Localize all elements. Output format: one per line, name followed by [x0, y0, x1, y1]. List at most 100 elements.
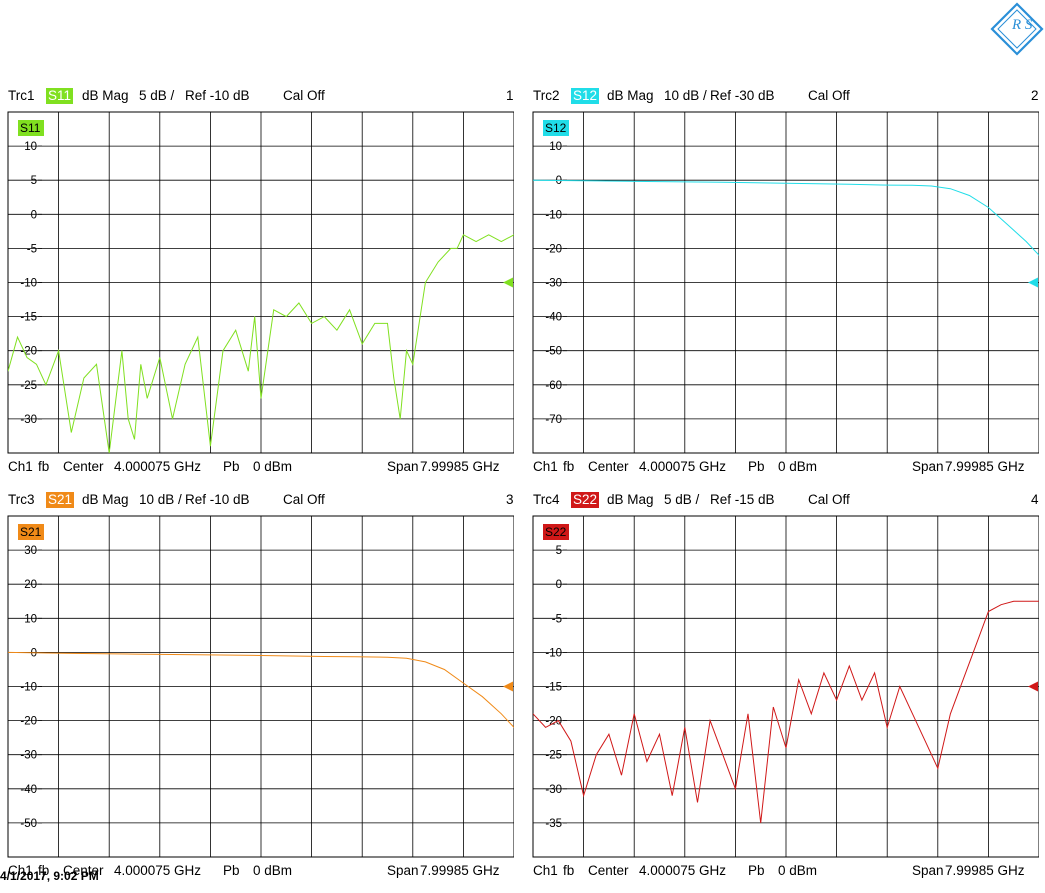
trace-name: Trc3	[8, 492, 35, 507]
trace-cal: Cal Off	[808, 88, 850, 103]
logo-letters: R S	[1011, 17, 1033, 33]
ref-level-marker	[503, 277, 513, 288]
channel-name: Ch1	[533, 459, 558, 474]
rohde-schwarz-logo: R S	[990, 2, 1044, 56]
trace-label-text: S11	[20, 121, 41, 135]
channel-footer: Ch1 fb Center 4.000075 GHz Pb 0 dBm Span 7.9998…	[525, 862, 1039, 880]
y-tick-label: 5	[556, 545, 562, 557]
trace-diagram[interactable]: 30 20 10 0 -10 -20 -30 -40 -50 S21	[0, 490, 514, 862]
y-tick-label: -10	[545, 209, 562, 221]
span-value: 7.99985 GHz	[945, 459, 1025, 474]
center-value: 4.000075 GHz	[114, 459, 202, 474]
power-value: 0 dBm	[253, 863, 293, 878]
center-value: 4.000075 GHz	[639, 863, 727, 878]
trace-label-bg	[543, 524, 569, 540]
trace-panel-1[interactable]: Trc1 S11 dB Mag 5 dB / Ref -10 dB Cal Off 1 10 5…	[0, 86, 514, 478]
y-tick-label: -40	[545, 312, 562, 324]
ref-level-marker	[1028, 681, 1038, 692]
trace-number: 3	[506, 492, 514, 507]
trace-header: Trc1 S11 dB Mag 5 dB / Ref -10 dB Cal Off 1	[0, 86, 514, 106]
y-tick-label: -20	[20, 346, 37, 358]
y-tick-label: 5	[31, 175, 37, 187]
center-label: Center	[63, 459, 104, 474]
trace-panel-2[interactable]: Trc2 S12 dB Mag 10 dB / Ref -30 dB Cal Off 2 10…	[525, 86, 1039, 478]
trace-label-box: S21	[18, 524, 44, 540]
y-tick-label: -50	[545, 346, 562, 358]
y-tick-label: -35	[545, 818, 562, 830]
y-tick-label: -10	[20, 682, 37, 694]
trace-scale: 10 dB /	[664, 88, 707, 103]
trace-scale: 5 dB /	[139, 88, 175, 103]
sweep-mode: fb	[563, 863, 575, 878]
trace-panel-3[interactable]: Trc3 S21 dB Mag 10 dB / Ref -10 dB Cal Off 3 30…	[0, 490, 514, 882]
y-tick-label: 10	[549, 141, 562, 153]
y-tick-label: -20	[545, 243, 562, 255]
y-tick-label: -30	[20, 750, 37, 762]
center-label: Center	[588, 863, 629, 878]
center-label: Center	[588, 459, 629, 474]
trace-diagram[interactable]: 5 0 -5 -10 -15 -20 -25 -30 -35 S22	[525, 490, 1039, 862]
trace-param-tag[interactable]: S22	[571, 492, 600, 508]
trace-line-S21	[8, 651, 514, 728]
span-label: Span	[912, 863, 944, 878]
trace-scale: 10 dB /	[139, 492, 182, 507]
trace-label-box: S12	[543, 120, 569, 136]
sweep-mode: fb	[563, 459, 575, 474]
y-tick-label: -20	[20, 716, 37, 728]
trace-cal: Cal Off	[283, 492, 325, 507]
center-value: 4.000075 GHz	[639, 459, 727, 474]
ref-level-marker	[1028, 277, 1038, 288]
timestamp: 4/1/2017, 9:02 PM	[0, 869, 99, 883]
trace-param-tag[interactable]: S11	[46, 88, 74, 104]
span-value: 7.99985 GHz	[420, 863, 500, 878]
trace-name: Trc2	[533, 88, 560, 103]
trace-line-S11	[8, 234, 514, 453]
trace-line-S22	[533, 600, 1039, 823]
trace-number: 1	[506, 88, 514, 103]
trace-number: 4	[1031, 492, 1039, 507]
trace-header: Trc3 S21 dB Mag 10 dB / Ref -10 dB Cal Off 3	[0, 490, 514, 510]
y-tick-label: -30	[20, 414, 37, 426]
power-value: 0 dBm	[778, 459, 818, 474]
trace-name: Trc1	[8, 88, 35, 103]
trace-cal: Cal Off	[283, 88, 325, 103]
span-label: Span	[387, 863, 419, 878]
channel-footer: Ch1 fb Center 4.000075 GHz Pb 0 dBm Span 7.9998…	[0, 458, 514, 476]
span-value: 7.99985 GHz	[420, 459, 500, 474]
y-tick-label: -10	[545, 647, 562, 659]
y-tick-label: 20	[24, 579, 37, 591]
trace-header: Trc4 S22 dB Mag 5 dB / Ref -15 dB Cal Off 4	[525, 490, 1039, 510]
trace-diagram[interactable]: 10 0 -10 -20 -30 -40 -50 -60 -70 S12	[525, 86, 1039, 458]
power-value: 0 dBm	[778, 863, 818, 878]
channel-footer: Ch1 fb Center 4.000075 GHz Pb 0 dBm Span 7.9998…	[0, 862, 514, 880]
power-label: Pb	[223, 459, 240, 474]
trace-ref: Ref -30 dB	[710, 88, 775, 103]
trace-diagram[interactable]: 10 5 0 -5 -10 -15 -20 -25 -30 S11	[0, 86, 514, 458]
trace-panel-4[interactable]: Trc4 S22 dB Mag 5 dB / Ref -15 dB Cal Off 4 5 0 -…	[525, 490, 1039, 882]
sweep-mode: fb	[38, 459, 50, 474]
trace-param-tag[interactable]: S12	[571, 88, 600, 104]
y-tick-label: -70	[545, 414, 562, 426]
y-tick-label: 10	[24, 141, 37, 153]
center-label: Center	[63, 863, 104, 878]
trace-label-text: S21	[20, 525, 42, 539]
trace-format: dB Mag	[607, 88, 654, 103]
channel-name: Ch1	[8, 863, 33, 878]
trace-cal: Cal Off	[808, 492, 850, 507]
power-label: Pb	[748, 459, 765, 474]
trace-param-tag[interactable]: S21	[46, 492, 75, 508]
y-tick-label: -25	[545, 750, 562, 762]
channel-name: Ch1	[533, 863, 558, 878]
center-value: 4.000075 GHz	[114, 863, 202, 878]
trace-format: dB Mag	[607, 492, 654, 507]
trace-label-box: S11	[18, 120, 44, 136]
y-tick-label: 30	[24, 545, 37, 557]
y-tick-label: -15	[545, 682, 562, 694]
trace-label-bg	[543, 120, 569, 136]
y-tick-label: -60	[545, 380, 562, 392]
y-tick-label: 10	[24, 613, 37, 625]
y-tick-label: -30	[545, 784, 562, 796]
ref-level-marker	[503, 681, 513, 692]
span-label: Span	[387, 459, 419, 474]
power-label: Pb	[223, 863, 240, 878]
